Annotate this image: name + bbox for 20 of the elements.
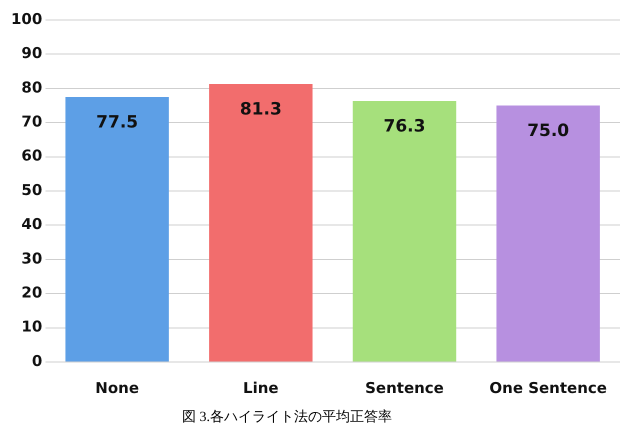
data-label: 77.5 <box>96 112 138 132</box>
caption: 図 3.各ハイライト法の平均正答率 <box>181 408 393 426</box>
x-tick-label: One Sentence <box>489 378 607 397</box>
y-tick-label: 0 <box>32 352 42 370</box>
y-tick-label: 30 <box>21 249 42 268</box>
y-tick-label: 20 <box>21 283 42 302</box>
y-tick-label: 10 <box>21 318 42 336</box>
y-tick-label: 80 <box>21 78 42 96</box>
x-tick-label: Line <box>243 378 279 397</box>
y-tick-label: 50 <box>21 180 42 199</box>
y-tick-label: 100 <box>11 10 42 28</box>
y-tick-label: 70 <box>21 112 42 130</box>
data-label: 75.0 <box>527 120 570 141</box>
data-label: 76.3 <box>384 116 426 136</box>
x-tick-label: Sentence <box>365 378 444 397</box>
y-tick-label: 40 <box>21 215 42 234</box>
data-label: 81.3 <box>240 99 282 120</box>
x-tick-label: None <box>95 378 140 397</box>
y-tick-label: 60 <box>21 146 42 165</box>
y-tick-label: 90 <box>21 44 42 62</box>
